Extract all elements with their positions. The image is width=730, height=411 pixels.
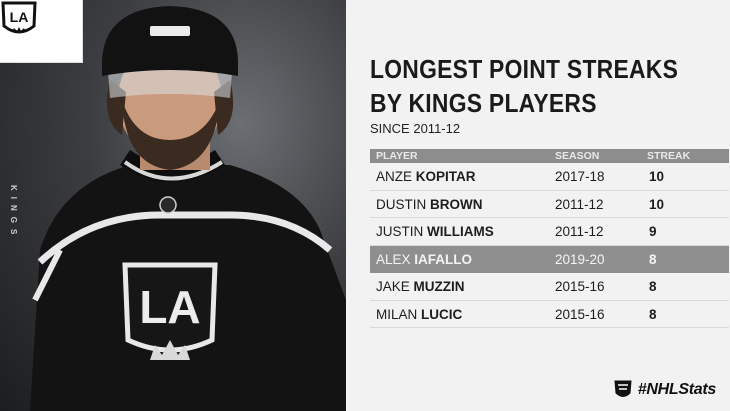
title-line-2: BY KINGS PLAYERS — [370, 88, 597, 118]
kings-logo: LA — [0, 0, 83, 63]
stats-table: PLAYER SEASON STREAK ANZE KOPITAR 2017-18… — [370, 149, 729, 328]
player-last-name: LUCIC — [421, 306, 463, 322]
player-name: DUSTIN BROWN — [376, 197, 483, 212]
player-first-name: ANZE — [376, 169, 413, 184]
player-first-name: JAKE — [376, 279, 410, 294]
streak-value: 10 — [649, 169, 665, 184]
player-first-name: MILAN — [376, 306, 418, 322]
hashtag: #NHLStats — [637, 381, 717, 398]
season-value: 2011-12 — [555, 196, 604, 212]
table-body: ANZE KOPITAR 2017-18 10 DUSTIN BROWN 2011-12… — [370, 163, 729, 328]
season-value: 2015-16 — [555, 279, 605, 294]
player-name: ALEX IAFALLO — [376, 252, 472, 267]
player-last-name: IAFALLO — [414, 251, 473, 267]
stats-panel: LONGEST POINT STREAKS BY KINGS PLAYERS S… — [346, 0, 730, 411]
page-title: LONGEST POINT STREAKS BY KINGS PLAYERS — [370, 52, 678, 120]
season-value: 2017-18 — [555, 169, 605, 184]
nhl-shield-icon — [614, 380, 632, 397]
kings-side-label: KINGS — [8, 185, 20, 240]
header-streak: STREAK — [647, 150, 691, 162]
player-last-name: BROWN — [430, 196, 483, 212]
player-name: JAKE MUZZIN — [376, 279, 465, 294]
streak-value: 9 — [649, 224, 657, 239]
player-first-name: ALEX — [376, 251, 411, 267]
table-header: PLAYER SEASON STREAK — [370, 149, 729, 163]
nhl-stats-footer: #NHLStats — [613, 379, 716, 401]
season-value: 2011-12 — [555, 224, 604, 239]
player-last-name: WILLIAMS — [427, 224, 494, 239]
table-row: DUSTIN BROWN 2011-12 10 — [370, 191, 729, 218]
season-value: 2019-20 — [555, 251, 605, 267]
player-name: MILAN LUCIC — [376, 307, 462, 322]
player-last-name: KOPITAR — [415, 169, 476, 184]
season-value: 2015-16 — [555, 306, 605, 322]
table-row: ALEX IAFALLO 2019-20 8 — [370, 245, 729, 273]
kings-shield-icon: LA — [1, 1, 37, 34]
streak-value: 10 — [649, 196, 665, 212]
streak-value: 8 — [649, 251, 657, 267]
table-row: MILAN LUCIC 2015-16 8 — [370, 301, 729, 328]
table-row: JAKE MUZZIN 2015-16 8 — [370, 273, 729, 301]
streak-value: 8 — [649, 306, 657, 322]
streak-value: 8 — [649, 279, 657, 294]
title-line-1: LONGEST POINT STREAKS — [370, 54, 679, 84]
player-illustration: LA — [30, 6, 346, 411]
svg-text:LA: LA — [139, 281, 200, 333]
player-first-name: JUSTIN — [376, 224, 424, 239]
player-name: JUSTIN WILLIAMS — [376, 224, 494, 239]
header-player: PLAYER — [376, 150, 418, 162]
svg-text:LA: LA — [10, 9, 29, 25]
table-row: JUSTIN WILLIAMS 2011-12 9 — [370, 218, 729, 246]
player-first-name: DUSTIN — [376, 196, 427, 212]
player-photo: LA LA KINGS — [0, 0, 346, 411]
player-name: ANZE KOPITAR — [376, 169, 476, 184]
subtitle: SINCE 2011-12 — [370, 121, 461, 136]
header-season: SEASON — [555, 150, 600, 162]
player-last-name: MUZZIN — [413, 279, 465, 294]
table-row: ANZE KOPITAR 2017-18 10 — [370, 163, 729, 191]
side-text: KINGS — [9, 185, 18, 241]
